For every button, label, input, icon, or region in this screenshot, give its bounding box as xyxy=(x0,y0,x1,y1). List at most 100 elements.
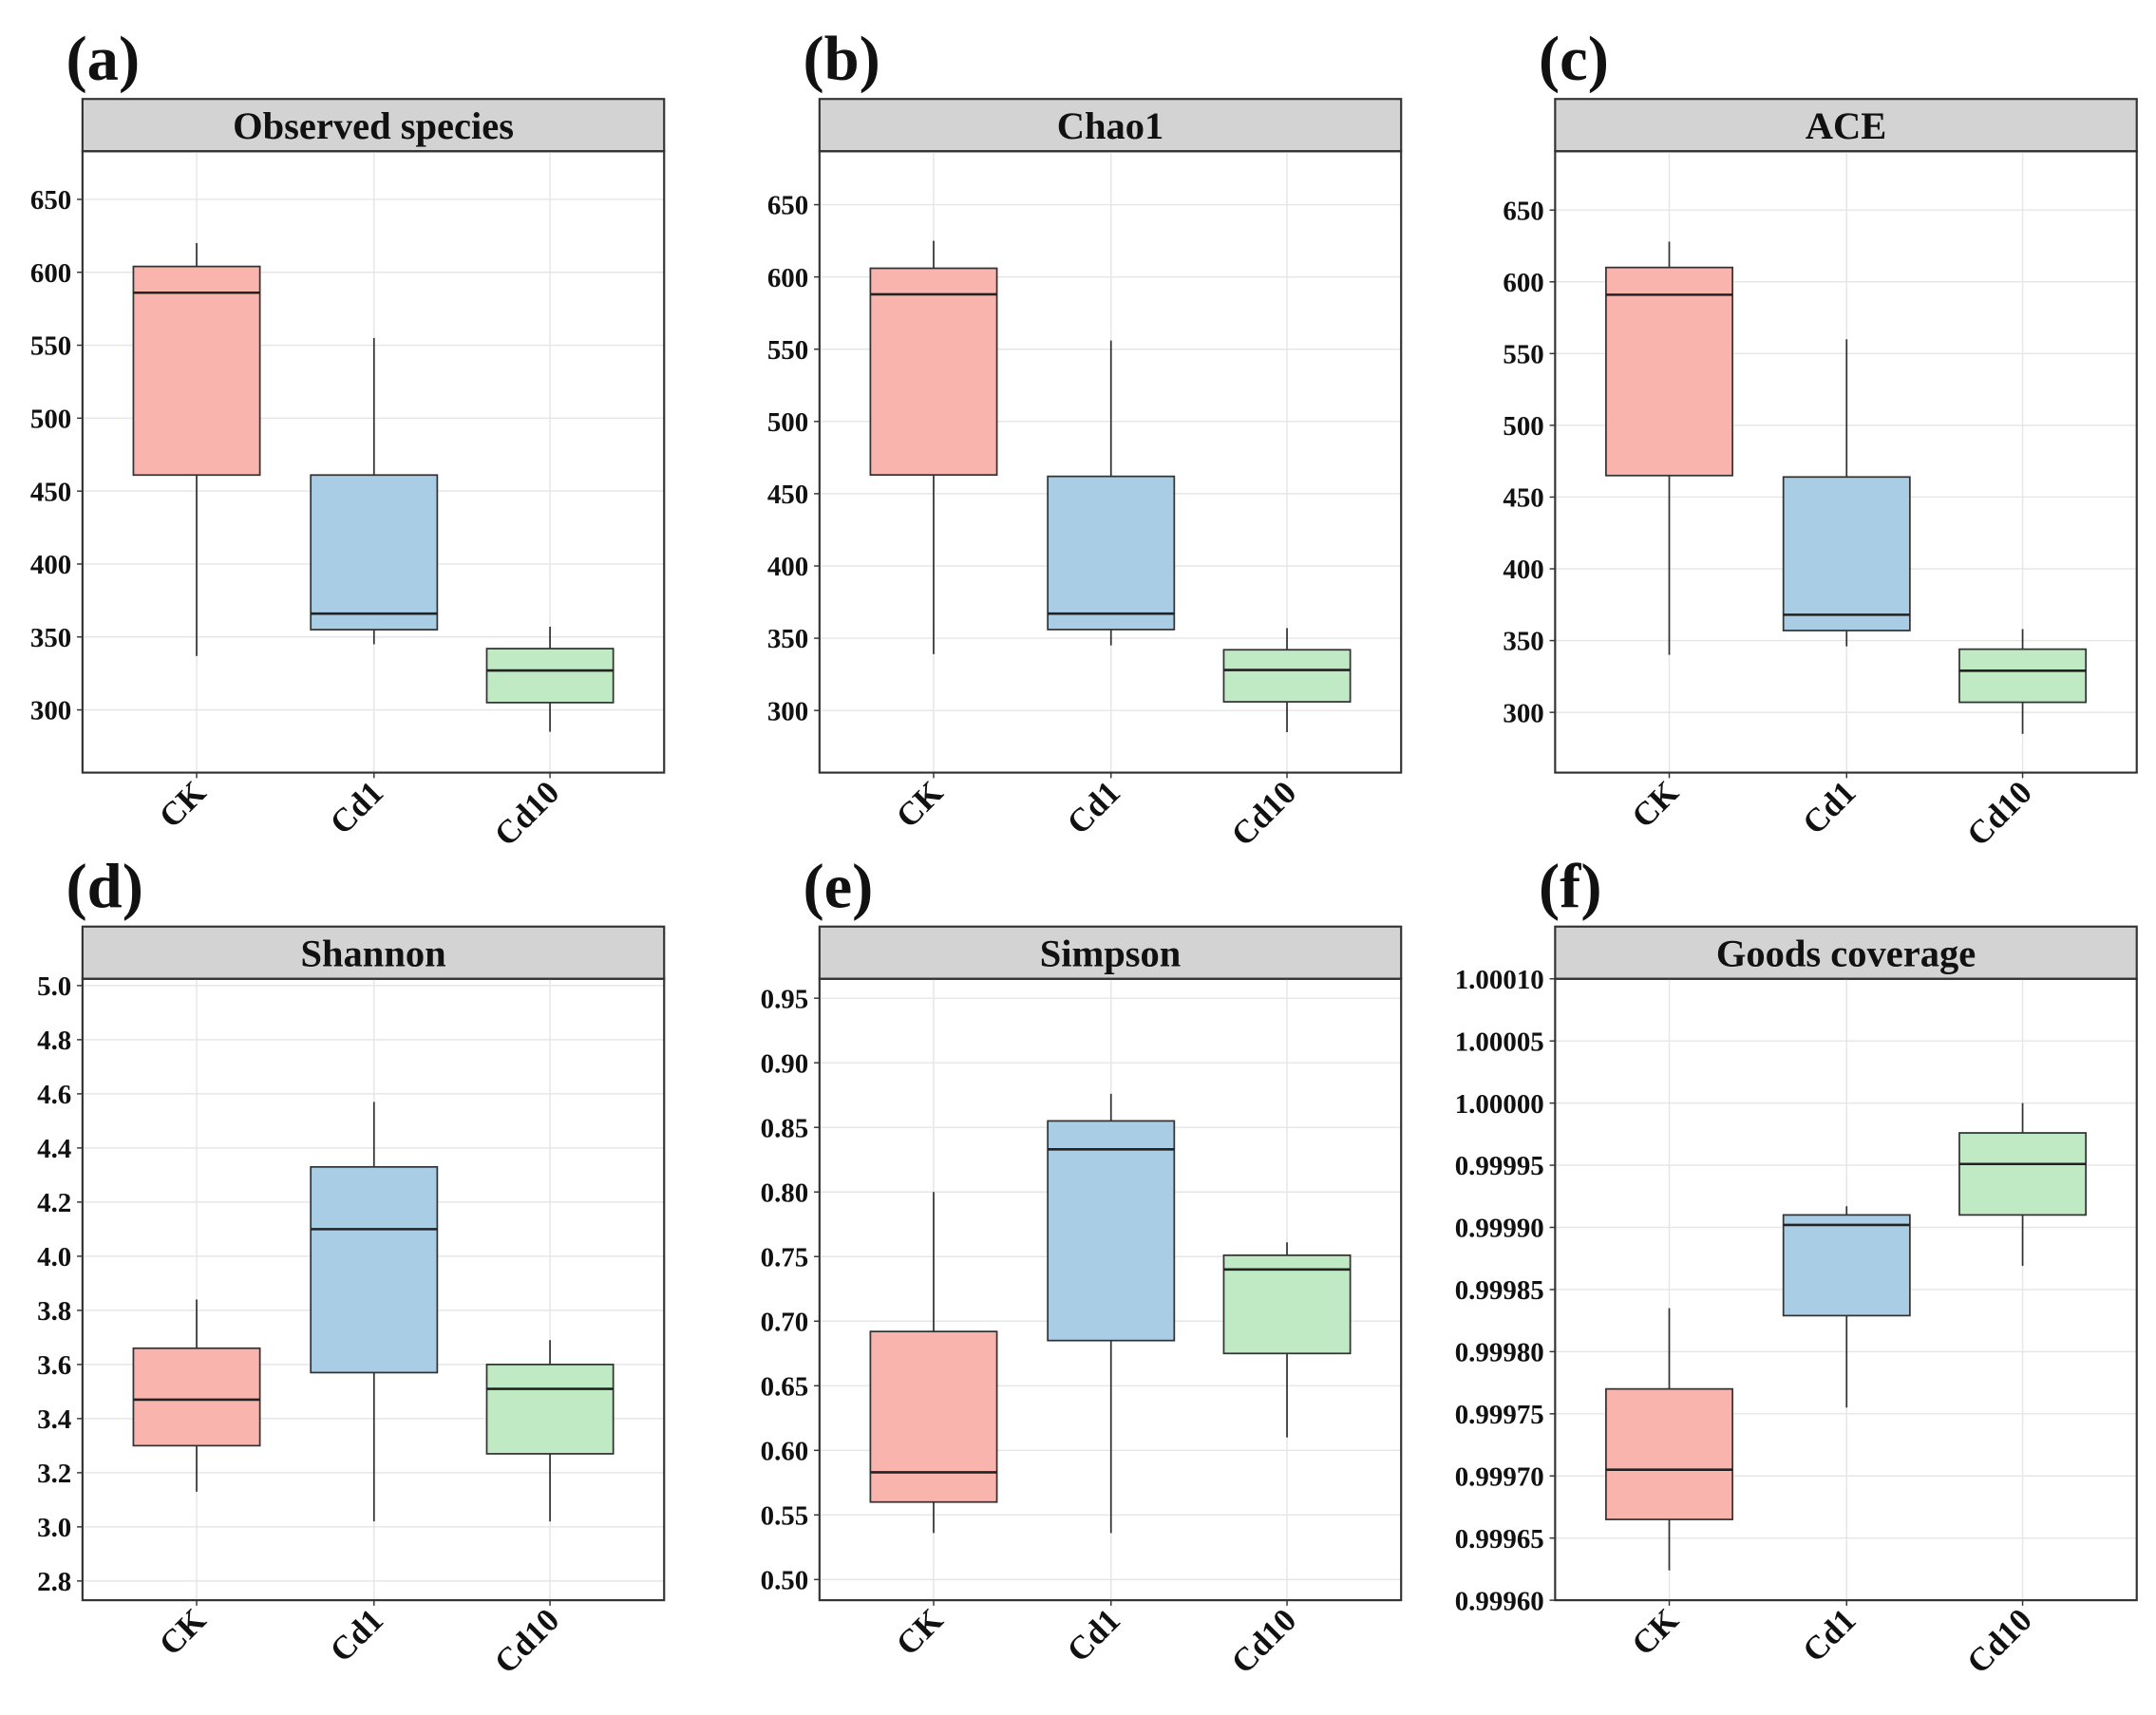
box xyxy=(1958,648,2088,704)
y-tick-label: 400 xyxy=(1503,555,1543,585)
panel-title: Simpson xyxy=(1040,933,1182,975)
panel-label: (a) xyxy=(66,25,140,94)
x-tick-label: Cd10 xyxy=(487,1601,567,1681)
x-tick-label: Cd10 xyxy=(1959,774,2039,854)
y-tick-label: 0.70 xyxy=(761,1307,809,1337)
box xyxy=(869,267,998,476)
y-tick-label: 550 xyxy=(1503,339,1543,369)
y-tick-label: 0.99975 xyxy=(1455,1400,1544,1430)
plot-border xyxy=(81,977,666,1602)
y-tick-label: 300 xyxy=(1503,698,1543,728)
box xyxy=(1222,1254,1352,1355)
y-tick-label: 550 xyxy=(30,331,71,362)
x-tick-label: Cd10 xyxy=(1224,1601,1304,1681)
y-tick-label: 0.99980 xyxy=(1455,1338,1544,1368)
y-tick-label: 0.90 xyxy=(761,1048,809,1079)
y-tick-label: 0.99995 xyxy=(1455,1151,1544,1181)
panel-label: (f) xyxy=(1539,852,1602,921)
y-tick-label: 300 xyxy=(30,696,71,726)
box xyxy=(1958,1132,2088,1216)
y-tick-label: 650 xyxy=(767,191,808,221)
y-tick-label: 350 xyxy=(1503,627,1543,657)
y-tick-label: 3.0 xyxy=(37,1513,71,1543)
y-tick-label: 0.80 xyxy=(761,1178,809,1208)
x-tick-label: Cd1 xyxy=(1060,774,1127,841)
y-tick-label: 400 xyxy=(30,550,71,580)
box xyxy=(132,265,261,477)
x-tick-label: Cd1 xyxy=(1795,1601,1863,1668)
plot-border xyxy=(818,150,1403,774)
y-tick-label: 0.95 xyxy=(761,984,809,1014)
box xyxy=(1047,475,1176,631)
y-tick-label: 600 xyxy=(767,263,808,293)
strip xyxy=(1554,98,2138,153)
y-tick-label: 450 xyxy=(30,477,71,507)
panel-label: (b) xyxy=(803,25,879,94)
panel-title: ACE xyxy=(1806,104,1887,147)
panel-title: Observed species xyxy=(233,104,514,147)
y-tick-label: 4.2 xyxy=(37,1188,71,1218)
x-tick-label: Cd1 xyxy=(323,774,390,841)
y-tick-label: 0.99990 xyxy=(1455,1214,1544,1244)
y-tick-label: 550 xyxy=(767,335,808,366)
x-tick-label: Cd10 xyxy=(1224,774,1304,854)
x-tick-label: CK xyxy=(889,1601,950,1662)
panel-title: Goods coverage xyxy=(1716,933,1976,975)
y-tick-label: 0.55 xyxy=(761,1500,809,1531)
x-tick-label: CK xyxy=(152,1601,213,1662)
y-tick-label: 500 xyxy=(30,404,71,434)
strip xyxy=(1554,925,2138,980)
y-tick-label: 3.2 xyxy=(37,1459,71,1489)
x-tick-label: Cd10 xyxy=(1959,1601,2039,1681)
x-tick-label: Cd1 xyxy=(1795,774,1863,841)
y-tick-label: 5.0 xyxy=(37,971,71,1002)
y-tick-label: 3.4 xyxy=(37,1404,71,1435)
x-tick-label: CK xyxy=(1624,1601,1685,1662)
strip xyxy=(81,98,666,153)
box xyxy=(485,1364,615,1455)
strip xyxy=(81,925,666,980)
y-tick-label: 0.75 xyxy=(761,1242,809,1272)
x-tick-label: Cd1 xyxy=(1060,1601,1127,1668)
panel-label: (e) xyxy=(803,852,873,921)
strip xyxy=(818,925,1403,980)
y-tick-label: 0.99960 xyxy=(1455,1586,1544,1616)
y-tick-label: 4.0 xyxy=(37,1242,71,1272)
x-tick-label: CK xyxy=(889,774,950,835)
plot-border xyxy=(81,150,666,774)
box xyxy=(310,474,439,631)
y-tick-label: 4.4 xyxy=(37,1134,71,1164)
y-tick-label: 0.65 xyxy=(761,1371,809,1402)
plot-border xyxy=(818,977,1403,1602)
box xyxy=(869,1330,998,1503)
y-tick-label: 300 xyxy=(767,696,808,726)
x-tick-label: Cd1 xyxy=(323,1601,390,1668)
panel-label: (c) xyxy=(1539,25,1609,94)
y-tick-label: 2.8 xyxy=(37,1567,71,1597)
y-tick-label: 0.99985 xyxy=(1455,1275,1544,1306)
y-tick-label: 3.8 xyxy=(37,1296,71,1327)
y-tick-label: 0.99970 xyxy=(1455,1461,1544,1492)
y-tick-label: 600 xyxy=(30,258,71,289)
box xyxy=(1605,1387,1733,1520)
box xyxy=(1222,649,1352,703)
y-tick-label: 3.6 xyxy=(37,1350,71,1381)
x-tick-label: CK xyxy=(1624,774,1685,835)
panel-label: (d) xyxy=(66,852,142,921)
panel-title: Chao1 xyxy=(1057,104,1164,147)
x-tick-label: Cd10 xyxy=(487,774,567,854)
box xyxy=(1782,1214,1911,1317)
y-tick-label: 650 xyxy=(1503,196,1543,226)
y-tick-label: 350 xyxy=(30,623,71,653)
y-tick-label: 650 xyxy=(30,185,71,216)
box xyxy=(310,1165,439,1374)
y-tick-label: 1.00010 xyxy=(1455,965,1544,995)
y-tick-label: 4.8 xyxy=(37,1026,71,1056)
y-tick-label: 600 xyxy=(1503,268,1543,298)
y-tick-label: 500 xyxy=(1503,411,1543,442)
y-tick-label: 1.00000 xyxy=(1455,1089,1544,1120)
y-tick-label: 1.00005 xyxy=(1455,1027,1544,1057)
y-tick-label: 450 xyxy=(1503,483,1543,514)
x-tick-label: CK xyxy=(152,774,213,835)
